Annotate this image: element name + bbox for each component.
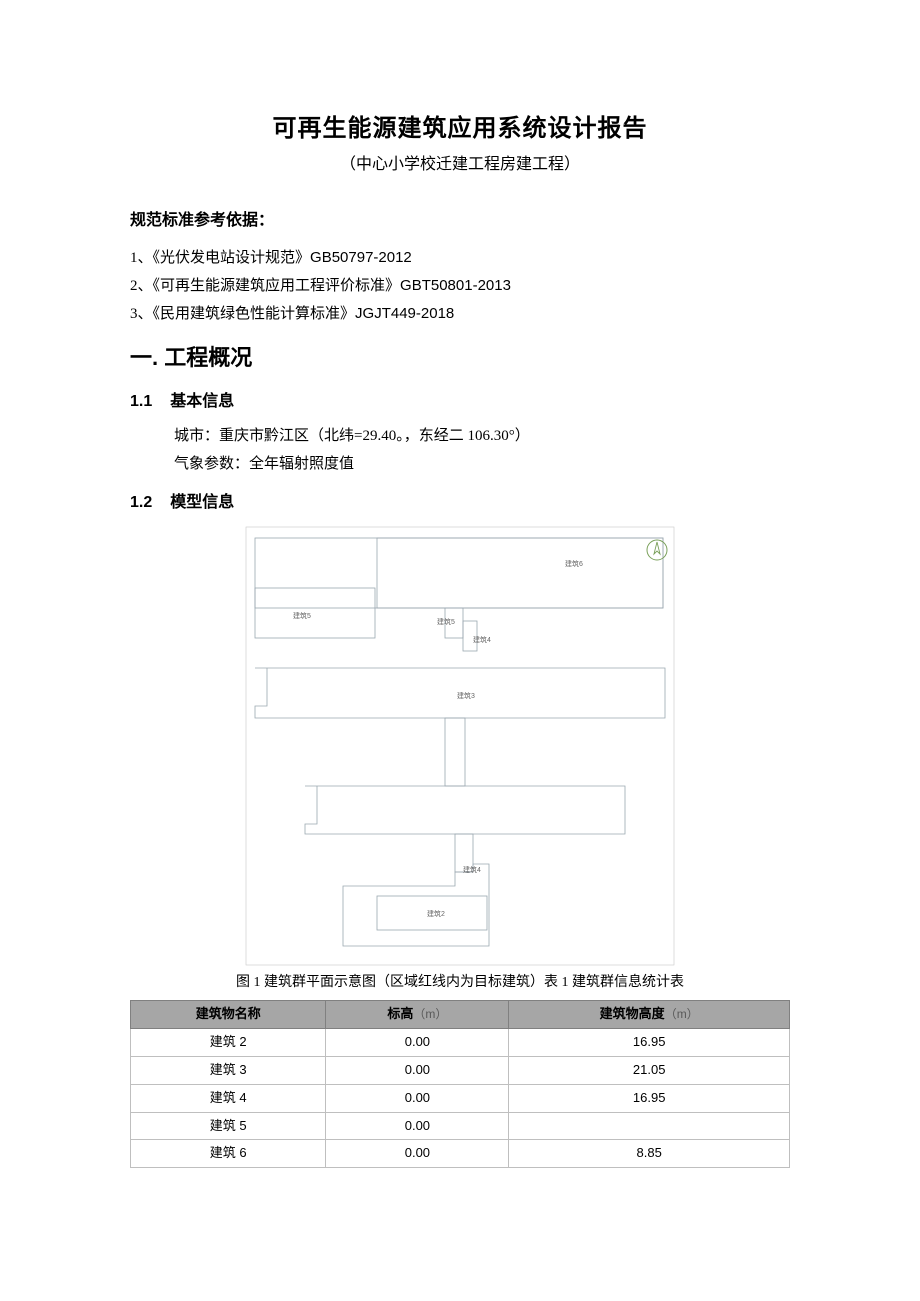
building-outline	[255, 538, 663, 608]
ref-item: 3、《民用建筑绿色性能计算标准》JGJT449-2018	[130, 302, 790, 326]
building-label: 建筑3	[457, 691, 475, 700]
table-cell: 0.00	[326, 1140, 509, 1168]
table-header-cell: 标高（m）	[326, 1001, 509, 1029]
refs-heading: 规范标准参考依据：	[130, 208, 790, 234]
heading-title: 模型信息	[170, 494, 234, 511]
figure-caption: 图 1 建筑群平面示意图（区域红线内为目标建筑）表 1 建筑群信息统计表	[130, 972, 790, 994]
table-row: 建筑 40.0016.95	[131, 1084, 790, 1112]
doc-title: 可再生能源建筑应用系统设计报告	[130, 110, 790, 148]
basic-city-line: 城市：重庆市黔江区（北纬=29.40。，东经二 106.30°）	[174, 424, 790, 448]
site-plan-diagram: 建筑6 建筑5 建筑5 建筑4 建筑3 建筑4 建筑2	[245, 526, 675, 966]
table-cell: 建筑 3	[131, 1056, 326, 1084]
ref-index: 3、	[130, 306, 153, 322]
ref-code: JGJT449-2018	[355, 305, 454, 322]
ref-code: GBT50801-2013	[400, 277, 511, 294]
building-label: 建筑6	[565, 559, 583, 568]
table-row: 建筑 30.0021.05	[131, 1056, 790, 1084]
ref-index: 2、	[130, 278, 153, 294]
doc-subtitle: （中心小学校迁建工程房建工程）	[130, 152, 790, 178]
building-label: 建筑2	[427, 909, 445, 918]
building-label: 建筑4	[473, 635, 491, 644]
table-cell: 21.05	[509, 1056, 790, 1084]
heading-number: 1.2	[130, 494, 152, 511]
section-1-2-heading: 1.2 模型信息	[130, 490, 790, 516]
table-cell: 0.00	[326, 1029, 509, 1057]
table-cell: 16.95	[509, 1084, 790, 1112]
table-row: 建筑 50.00	[131, 1112, 790, 1140]
section-1-1-heading: 1.1 基本信息	[130, 389, 790, 415]
basic-met-line: 气象参数：全年辐射照度值	[174, 452, 790, 476]
building-outline	[255, 588, 375, 638]
table-header-cell: 建筑物名称	[131, 1001, 326, 1029]
building-label: 建筑5	[437, 617, 455, 626]
ref-index: 1、	[130, 250, 153, 266]
building-label: 建筑4	[463, 865, 481, 874]
building-outline	[343, 864, 489, 946]
ref-name: 《光伏发电站设计规范》	[153, 250, 311, 266]
building-outline	[445, 718, 465, 786]
table-header-cell: 建筑物高度（m）	[509, 1001, 790, 1029]
building-outline	[305, 786, 625, 834]
building-label: 建筑5	[293, 611, 311, 620]
ref-item: 2、《可再生能源建筑应用工程评价标准》GBT50801-2013	[130, 274, 790, 298]
compass-north-arrow	[654, 542, 660, 554]
building-info-table: 建筑物名称标高（m）建筑物高度（m） 建筑 20.0016.95建筑 30.00…	[130, 1000, 790, 1168]
building-outline	[463, 621, 477, 651]
heading-title: 基本信息	[170, 393, 234, 410]
table-row: 建筑 60.008.85	[131, 1140, 790, 1168]
table-cell: 8.85	[509, 1140, 790, 1168]
ref-name: 《民用建筑绿色性能计算标准》	[153, 306, 356, 322]
table-cell	[509, 1112, 790, 1140]
ref-item: 1、《光伏发电站设计规范》GB50797-2012	[130, 246, 790, 270]
section-1-heading: 一. 工程概况	[130, 340, 790, 375]
ref-code: GB50797-2012	[310, 249, 412, 266]
ref-name: 《可再生能源建筑应用工程评价标准》	[153, 278, 401, 294]
table-cell: 建筑 6	[131, 1140, 326, 1168]
table-cell: 建筑 2	[131, 1029, 326, 1057]
table-cell: 0.00	[326, 1112, 509, 1140]
building-outline	[377, 538, 663, 608]
heading-number: 1.1	[130, 393, 152, 410]
table-cell: 建筑 4	[131, 1084, 326, 1112]
table-cell: 16.95	[509, 1029, 790, 1057]
table-cell: 0.00	[326, 1084, 509, 1112]
table-row: 建筑 20.0016.95	[131, 1029, 790, 1057]
table-cell: 0.00	[326, 1056, 509, 1084]
table-cell: 建筑 5	[131, 1112, 326, 1140]
